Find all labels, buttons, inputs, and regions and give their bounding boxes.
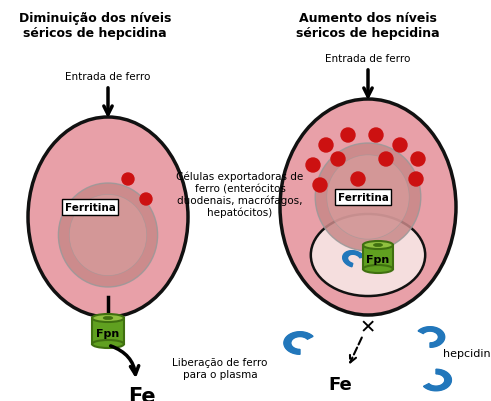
- Ellipse shape: [311, 215, 425, 296]
- Circle shape: [331, 153, 345, 166]
- Ellipse shape: [363, 241, 393, 249]
- Ellipse shape: [58, 184, 158, 287]
- Circle shape: [341, 129, 355, 143]
- Text: Fpn: Fpn: [96, 328, 120, 338]
- Polygon shape: [284, 332, 313, 354]
- Text: ✕: ✕: [360, 318, 376, 337]
- Circle shape: [319, 139, 333, 153]
- Text: Ferritina: Ferritina: [64, 203, 115, 213]
- Text: Liberação de ferro
para o plasma: Liberação de ferro para o plasma: [172, 357, 268, 379]
- Text: hepcidina: hepcidina: [443, 348, 491, 358]
- Text: Entrada de ferro: Entrada de ferro: [65, 72, 151, 82]
- Polygon shape: [367, 256, 386, 270]
- Text: Fe: Fe: [328, 375, 352, 393]
- Ellipse shape: [374, 244, 382, 247]
- Ellipse shape: [92, 314, 124, 322]
- Polygon shape: [92, 318, 124, 344]
- Circle shape: [140, 194, 152, 205]
- Polygon shape: [343, 251, 364, 267]
- Circle shape: [306, 159, 320, 172]
- Ellipse shape: [280, 100, 456, 315]
- Text: Fpn: Fpn: [366, 254, 390, 264]
- Ellipse shape: [327, 156, 409, 239]
- Circle shape: [313, 178, 327, 192]
- Polygon shape: [363, 245, 393, 269]
- Circle shape: [369, 129, 383, 143]
- Text: Células exportadoras de
ferro (enterócitos
duodenais, macrófagos,
hepatócitos): Células exportadoras de ferro (enterócit…: [176, 172, 303, 218]
- Circle shape: [379, 153, 393, 166]
- Text: Fe: Fe: [128, 386, 156, 401]
- Ellipse shape: [92, 340, 124, 348]
- Text: Ferritina: Ferritina: [337, 192, 388, 203]
- Polygon shape: [418, 327, 445, 347]
- Circle shape: [393, 139, 407, 153]
- Circle shape: [122, 174, 134, 186]
- Ellipse shape: [103, 317, 113, 320]
- Ellipse shape: [363, 265, 393, 273]
- Ellipse shape: [28, 118, 188, 317]
- Text: Diminuição dos níveis
séricos de hepcidina: Diminuição dos níveis séricos de hepcidi…: [19, 12, 171, 40]
- Circle shape: [411, 153, 425, 166]
- Ellipse shape: [69, 195, 147, 276]
- Ellipse shape: [315, 144, 421, 251]
- Circle shape: [409, 172, 423, 186]
- Polygon shape: [424, 369, 451, 391]
- Text: Entrada de ferro: Entrada de ferro: [326, 54, 410, 64]
- Circle shape: [351, 172, 365, 186]
- Text: Aumento dos níveis
séricos de hepcidina: Aumento dos níveis séricos de hepcidina: [296, 12, 440, 40]
